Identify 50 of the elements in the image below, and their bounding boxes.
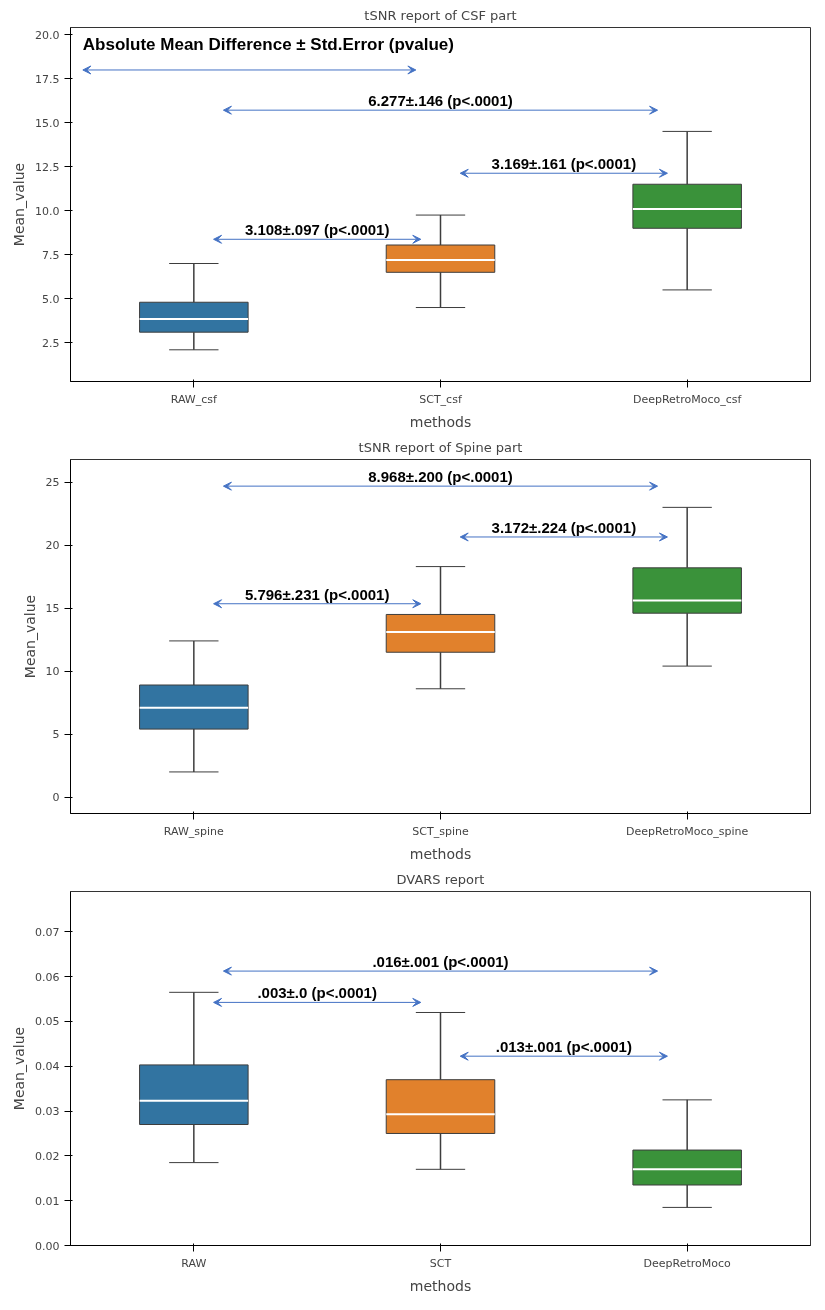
y-axis-title: Mean_value [11,1026,28,1111]
y-tick-label: 0.02 [35,1149,60,1163]
y-tick-label: 20 [45,539,60,553]
x-tick-label: SCT_csf [419,392,463,406]
y-tick-label: 25 [45,476,60,490]
y-tick-label: 15 [45,602,60,616]
annotation: .016±.001 (p<.0001) [372,953,509,971]
y-tick-label: 0.06 [35,970,60,984]
x-axis-title: methods [409,845,472,862]
x-tick-label: SCT [429,1256,452,1270]
x-tick-label: RAW [181,1256,207,1270]
annotation: Absolute Mean Difference ± Std.Error (pvalue) [82,34,454,54]
y-tick-label: 0.04 [35,1060,60,1074]
annotation: 3.169±.161 (p<.0001) [491,155,637,173]
y-tick-label: 0.03 [35,1105,60,1119]
x-tick-label: RAW_spine [163,824,225,838]
annotation: .013±.001 (p<.0001) [495,1038,632,1056]
x-tick-label: DeepRetroMoco_spine [626,824,749,838]
annotation: .003±.0 (p<.0001) [257,984,377,1002]
y-tick-label: 10 [45,665,60,679]
chart-title: tSNR report of CSF part [364,7,517,23]
annotation: 8.968±.200 (p<.0001) [368,468,513,486]
y-tick-label: 5 [52,728,60,742]
x-tick-label: SCT_spine [412,824,469,838]
x-axis-title: methods [409,413,472,430]
x-tick-label: DeepRetroMoco_csf [632,392,743,406]
y-tick-label: 0 [52,791,60,805]
y-tick-label: 0.07 [35,925,60,939]
y-tick-label: 10.0 [35,204,60,218]
x-tick-label: RAW_csf [170,392,219,406]
y-tick-label: 0.05 [35,1015,60,1029]
y-tick-label: 2.5 [42,336,60,350]
chart-title: tSNR report of Spine part [358,439,523,455]
y-tick-label: 17.5 [35,72,60,86]
annotation: 5.796±.231 (p<.0001) [244,585,390,603]
annotation: 3.172±.224 (p<.0001) [491,518,637,536]
y-tick-label: 0.01 [35,1194,60,1208]
y-tick-label: 20.0 [35,28,60,42]
y-tick-label: 0.00 [35,1239,60,1253]
y-tick-label: 7.5 [42,248,60,262]
chart-title: DVARS report [396,871,485,887]
y-axis-title: Mean_value [21,594,38,679]
x-tick-label: DeepRetroMoco [643,1256,732,1270]
y-axis-title: Mean_value [11,162,28,247]
y-tick-label: 15.0 [35,116,60,130]
x-axis-title: methods [409,1277,472,1294]
annotation: 3.108±.097 (p<.0001) [244,221,390,239]
y-tick-label: 12.5 [35,160,60,174]
annotation: 6.277±.146 (p<.0001) [368,92,513,110]
y-tick-label: 5.0 [42,292,60,306]
